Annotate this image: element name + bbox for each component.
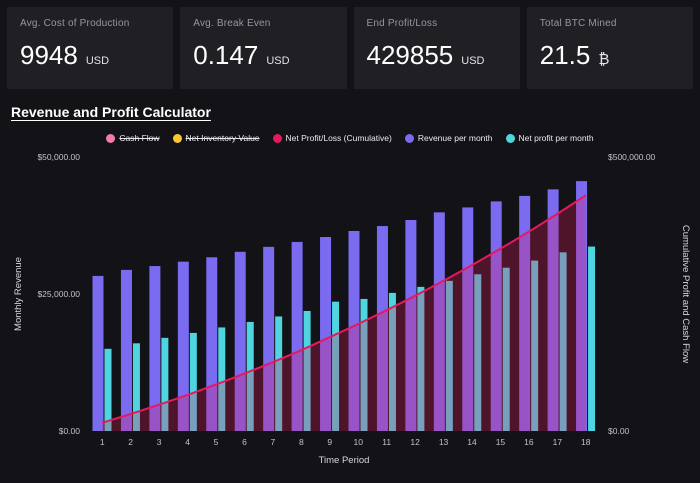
svg-text:14: 14	[467, 437, 477, 447]
stat-label: Avg. Cost of Production	[20, 18, 130, 29]
svg-text:2: 2	[128, 437, 133, 447]
svg-text:1: 1	[100, 437, 105, 447]
btc-symbol: ₿	[598, 51, 610, 68]
svg-text:6: 6	[242, 437, 247, 447]
legend-marker-icon	[172, 133, 182, 143]
chart-legend: Cash Flow Net Inventory Value Net Profit/L…	[0, 131, 700, 145]
legend-label: Revenue per month	[417, 133, 493, 143]
svg-text:4: 4	[185, 437, 190, 447]
svg-text:12: 12	[410, 437, 420, 447]
cumulative-series	[101, 194, 587, 431]
stat-card-break-even: Avg. Break Even 0.147 USD	[180, 7, 347, 89]
bars: 1 2 3 4 5 6 7 8 9 10 11 12 13 14 15 16 17 18	[92, 181, 596, 447]
stat-value: 9948	[20, 40, 78, 70]
stat-card-btc-mined: Total BTC Mined 21.5 ₿	[526, 7, 693, 89]
stat-value: 21.5	[539, 40, 591, 70]
svg-text:$50,000.00: $50,000.00	[37, 152, 80, 162]
legend-label: Net Profit/Loss (Cumulative)	[285, 133, 392, 143]
legend-marker-icon	[272, 133, 282, 143]
stat-card-end-profit-loss: End Profit/Loss 429855 USD	[353, 7, 520, 89]
svg-text:$25,000.00: $25,000.00	[37, 289, 80, 299]
svg-text:16: 16	[524, 437, 534, 447]
legend-item[interactable]: Cash Flow	[106, 133, 160, 143]
legend-marker-icon	[404, 133, 414, 143]
svg-text:8: 8	[299, 437, 304, 447]
svg-text:18: 18	[581, 437, 591, 447]
svg-text:$500,000.00: $500,000.00	[608, 152, 656, 162]
legend-item[interactable]: Revenue per month	[404, 133, 493, 143]
stat-value: 0.147	[193, 40, 259, 70]
left-axis-title: Monthly Revenue	[13, 257, 24, 331]
svg-text:9: 9	[327, 437, 332, 447]
stats-row: Avg. Cost of Production 9948 USD Avg. Br…	[0, 0, 700, 89]
legend-item[interactable]: Net Profit/Loss (Cumulative)	[272, 133, 392, 143]
svg-text:$0.00: $0.00	[608, 426, 630, 436]
legend-label: Net Inventory Value	[185, 133, 260, 143]
svg-text:7: 7	[271, 437, 276, 447]
stat-unit: USD	[85, 55, 110, 67]
chart-svg: $0.00 $25,000.00 $50,000.00 $0.00 $500,000.0…	[13, 152, 691, 466]
stat-unit: USD	[266, 55, 290, 67]
legend-marker-icon	[106, 133, 116, 143]
stat-unit: USD	[461, 55, 485, 67]
svg-text:3: 3	[157, 437, 162, 447]
axis-ticks: $0.00 $25,000.00 $50,000.00 $0.00 $500,000.0…	[37, 152, 655, 436]
stat-label: Total BTC Mined	[539, 18, 617, 29]
stat-label: Avg. Break Even	[193, 18, 271, 29]
right-axis-title: Cumulative Profit and Cash Flow	[680, 225, 691, 363]
svg-text:11: 11	[382, 437, 391, 447]
svg-text:15: 15	[496, 437, 506, 447]
stat-label: End Profit/Loss	[366, 18, 438, 29]
section-title: Revenue and Profit Calculator	[11, 104, 211, 120]
svg-text:$0.00: $0.00	[59, 426, 81, 436]
x-axis-title: Time Period	[319, 455, 370, 466]
legend-marker-icon	[505, 133, 515, 143]
svg-text:5: 5	[214, 437, 219, 447]
svg-text:17: 17	[553, 437, 563, 447]
legend-label: Net profit per month	[518, 133, 594, 143]
legend-item[interactable]: Net profit per month	[505, 133, 594, 143]
legend-item[interactable]: Net Inventory Value	[172, 133, 260, 143]
legend-label: Cash Flow	[119, 133, 160, 143]
svg-text:13: 13	[439, 437, 449, 447]
svg-text:10: 10	[353, 437, 363, 447]
revenue-profit-chart: Cash Flow Net Inventory Value Net Profit/L…	[0, 131, 700, 483]
stat-value: 429855	[366, 40, 454, 70]
stat-card-cost-of-production: Avg. Cost of Production 9948 USD	[7, 7, 174, 89]
